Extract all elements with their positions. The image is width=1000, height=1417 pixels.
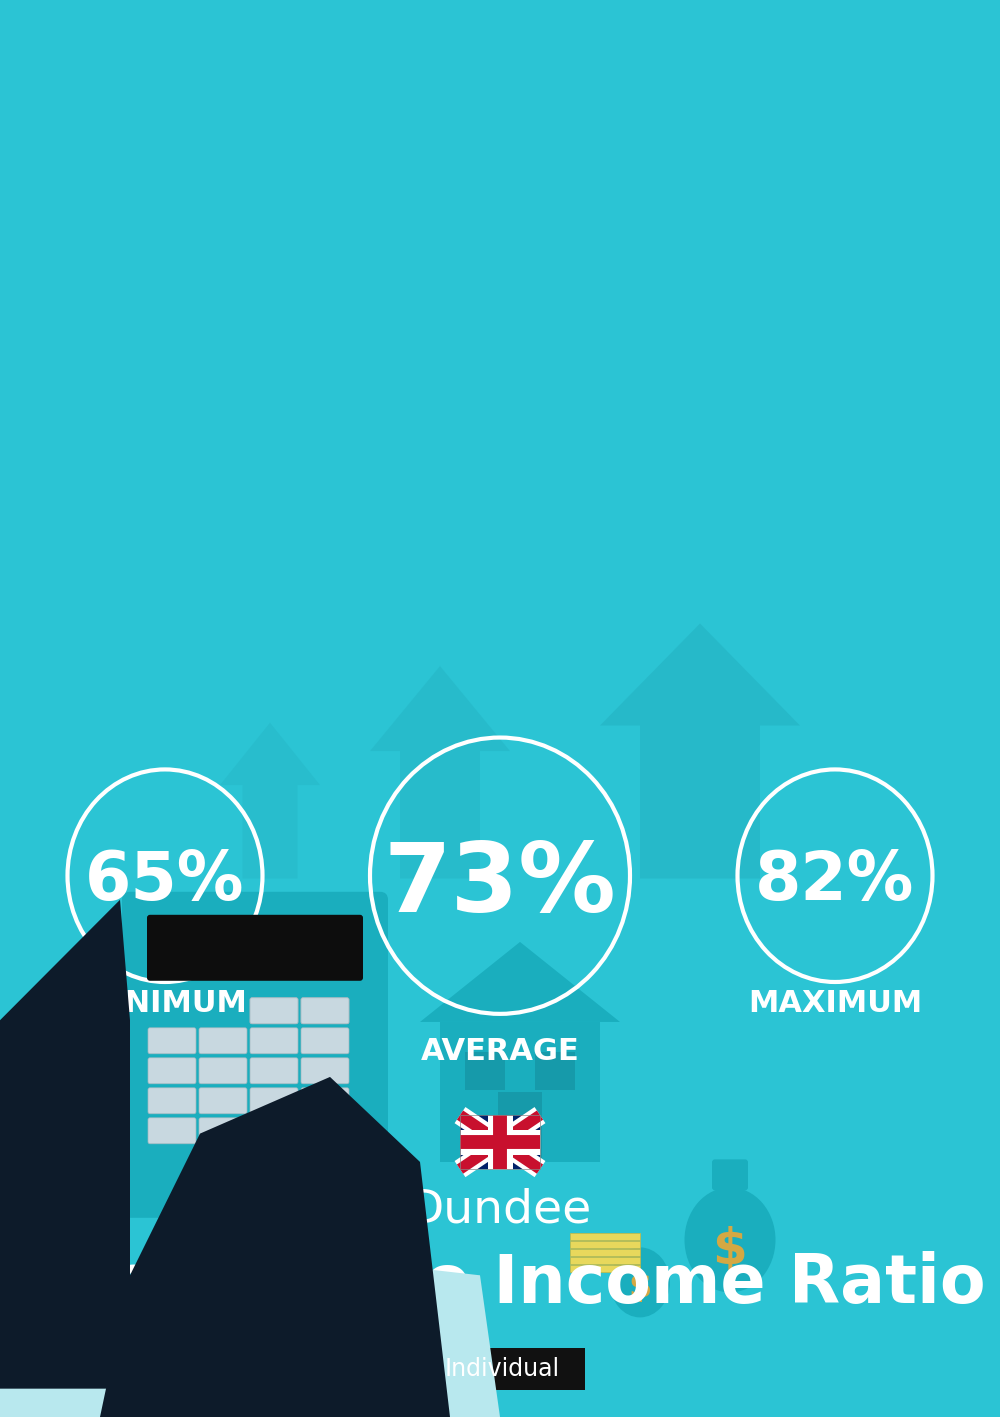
FancyBboxPatch shape [199,1058,247,1084]
FancyBboxPatch shape [199,1027,247,1054]
Text: MINIMUM: MINIMUM [83,989,247,1017]
Text: Individual: Individual [444,1357,560,1380]
Polygon shape [200,1247,500,1417]
FancyBboxPatch shape [0,822,1000,1417]
Text: AVERAGE: AVERAGE [421,1037,579,1066]
Text: $: $ [628,1271,652,1304]
FancyBboxPatch shape [570,1257,640,1264]
FancyBboxPatch shape [250,1118,298,1144]
FancyBboxPatch shape [250,1088,298,1114]
FancyBboxPatch shape [570,1241,640,1248]
FancyBboxPatch shape [420,1348,584,1390]
FancyBboxPatch shape [250,998,298,1024]
Text: 65%: 65% [85,847,245,914]
FancyBboxPatch shape [301,998,349,1024]
Text: 73%: 73% [384,839,616,932]
FancyBboxPatch shape [301,1088,349,1114]
Text: 82%: 82% [755,847,915,914]
Text: MAXIMUM: MAXIMUM [748,989,922,1017]
FancyBboxPatch shape [440,1022,600,1162]
FancyBboxPatch shape [465,1051,505,1090]
Polygon shape [600,623,800,879]
FancyBboxPatch shape [250,1058,298,1084]
Polygon shape [100,1077,450,1417]
FancyBboxPatch shape [199,1088,247,1114]
Text: $: $ [713,1226,747,1274]
FancyBboxPatch shape [460,1115,540,1169]
FancyBboxPatch shape [301,1058,349,1084]
FancyBboxPatch shape [712,1159,748,1190]
FancyBboxPatch shape [570,1233,640,1240]
FancyBboxPatch shape [250,998,298,1024]
Polygon shape [0,1275,120,1417]
FancyBboxPatch shape [570,1248,640,1255]
FancyBboxPatch shape [301,998,349,1024]
FancyBboxPatch shape [301,1027,349,1054]
FancyBboxPatch shape [147,915,363,981]
Polygon shape [0,900,130,1389]
FancyBboxPatch shape [570,1265,640,1272]
FancyBboxPatch shape [498,1093,542,1162]
FancyBboxPatch shape [148,1118,196,1144]
Ellipse shape [684,1187,776,1292]
FancyBboxPatch shape [148,1058,196,1084]
FancyBboxPatch shape [535,1051,575,1090]
Polygon shape [220,723,320,879]
FancyBboxPatch shape [250,1027,298,1054]
FancyBboxPatch shape [122,891,388,1217]
Polygon shape [370,666,510,879]
FancyBboxPatch shape [199,1118,247,1144]
FancyBboxPatch shape [301,1118,349,1144]
FancyBboxPatch shape [148,1027,196,1054]
Text: Dundee: Dundee [408,1187,592,1233]
Polygon shape [420,942,620,1022]
Ellipse shape [610,1247,670,1318]
Text: Spending to Income Ratio: Spending to Income Ratio [15,1251,985,1316]
FancyBboxPatch shape [148,1088,196,1114]
